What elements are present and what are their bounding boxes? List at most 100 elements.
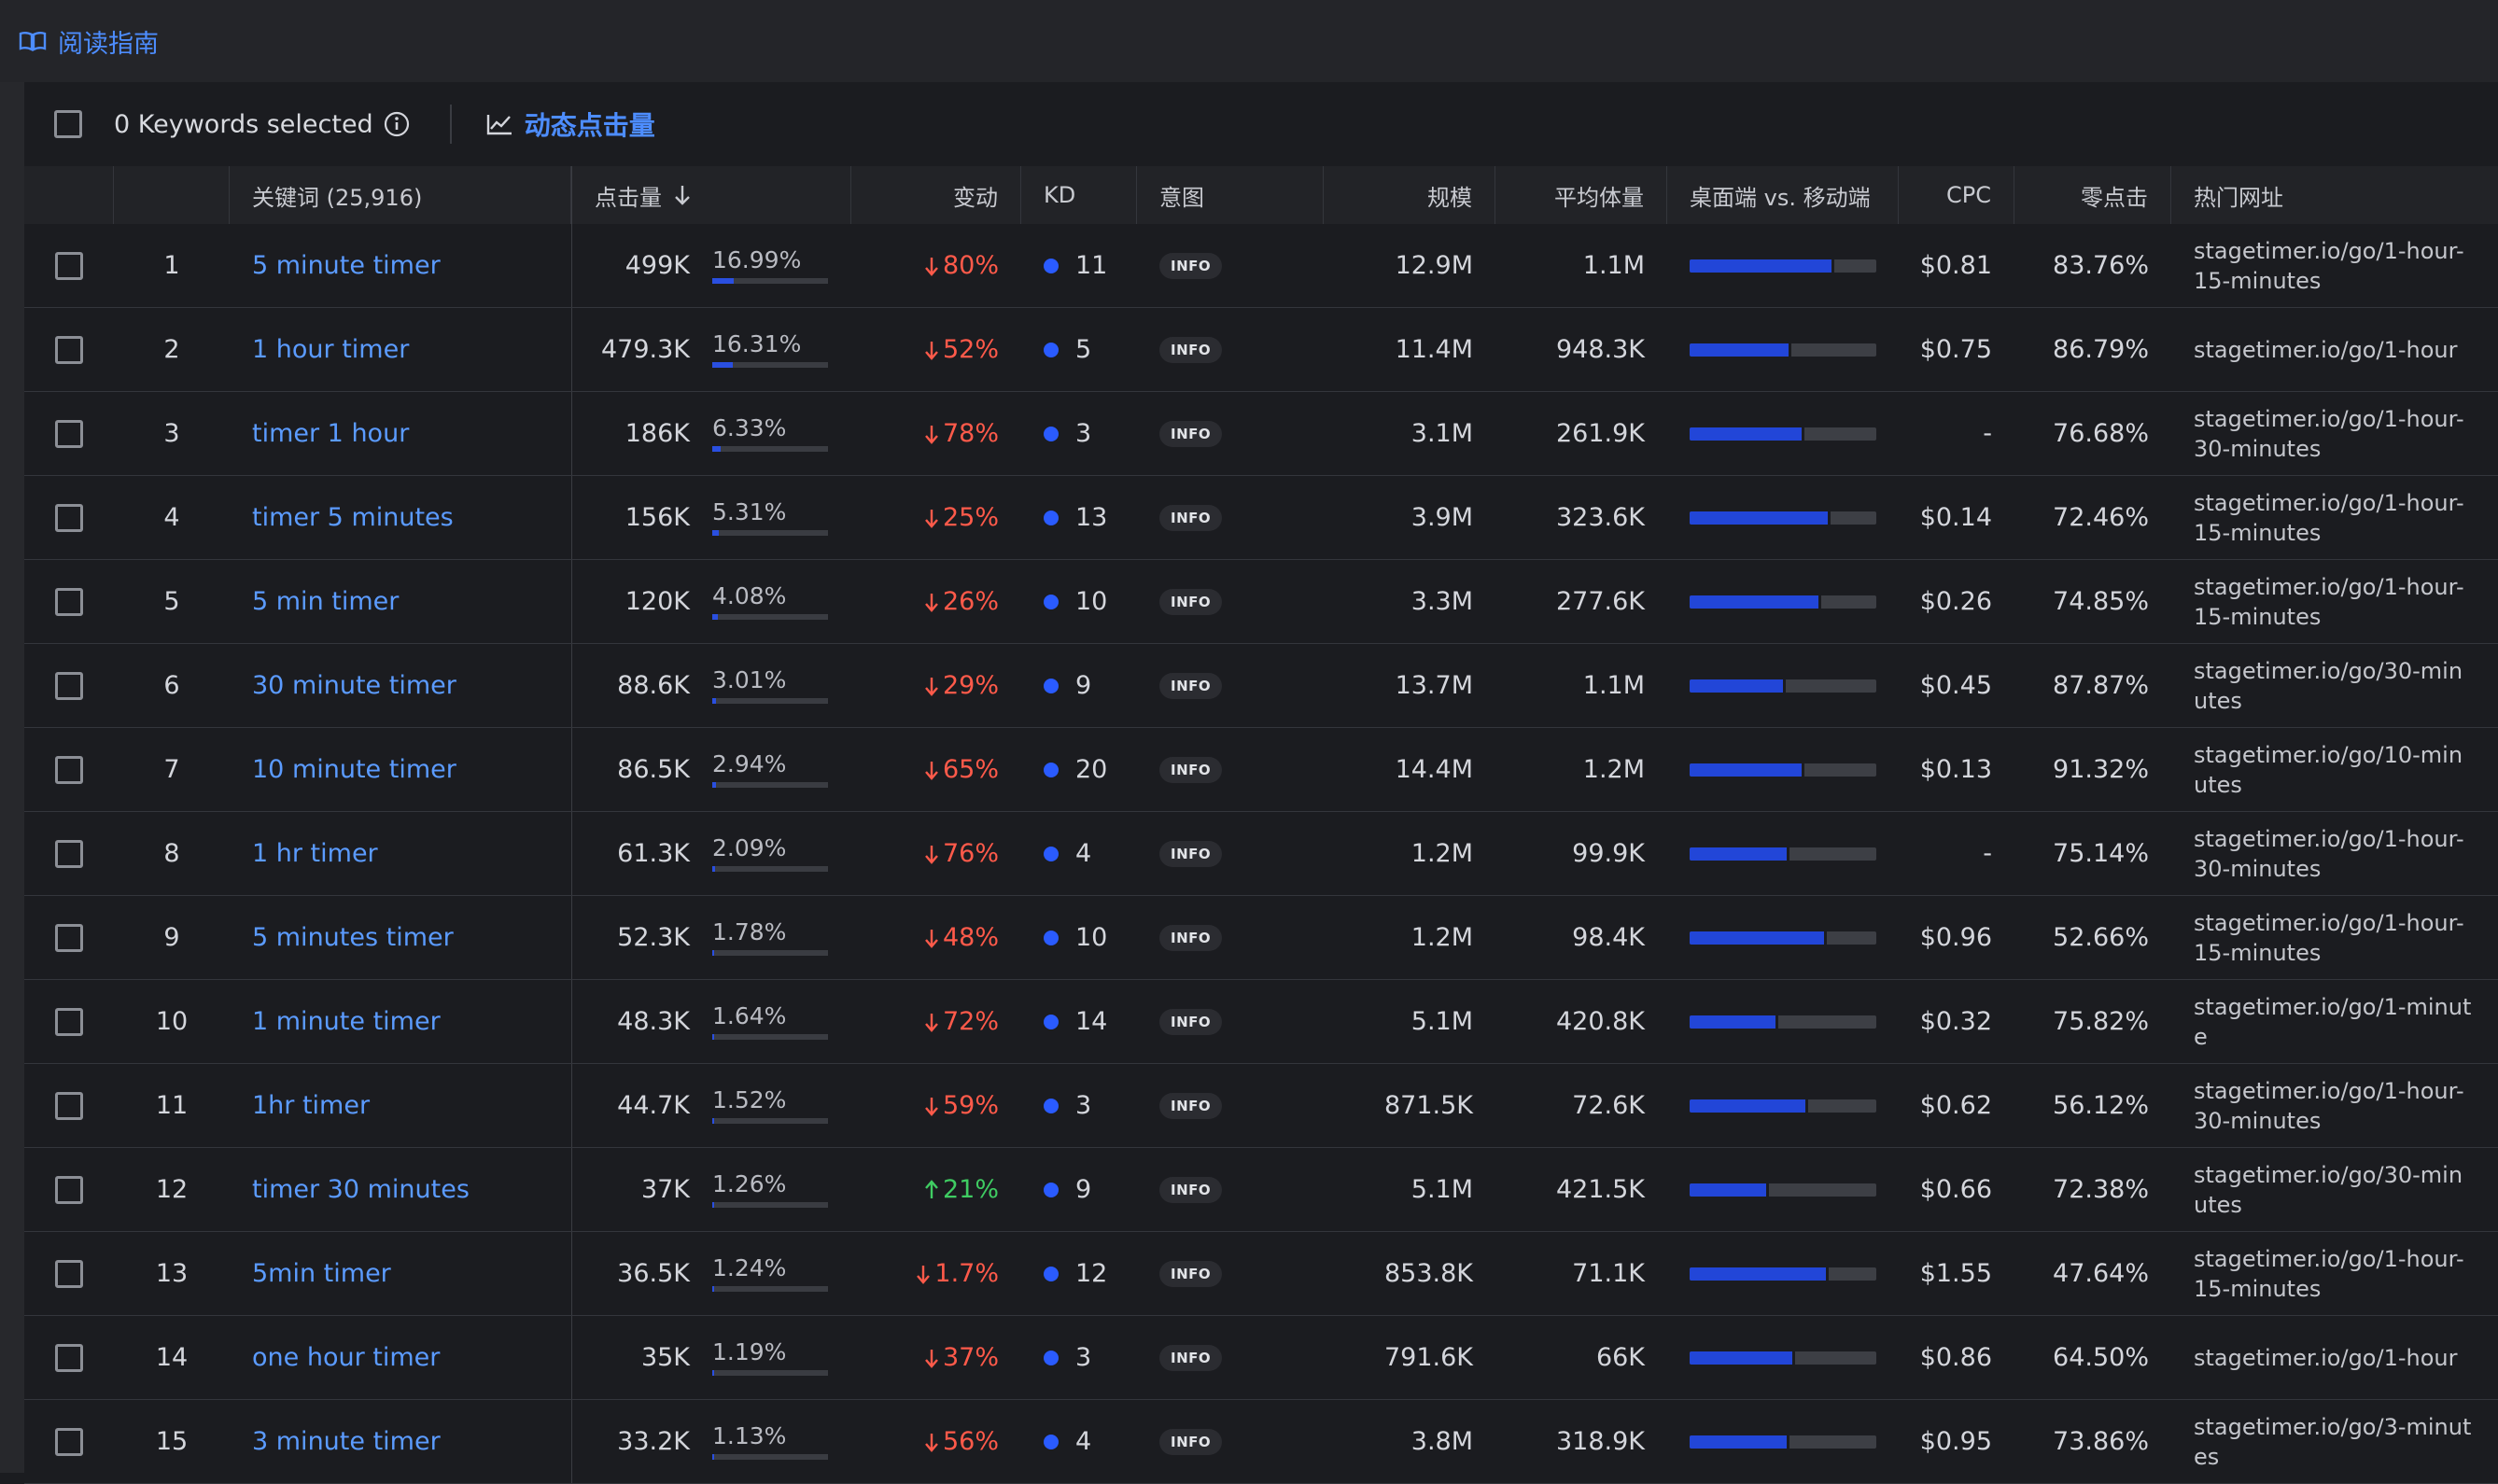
- row-checkbox[interactable]: [55, 1175, 83, 1204]
- keyword-link[interactable]: 30 minute timer: [252, 671, 456, 700]
- header-clicks[interactable]: 点击量: [571, 166, 851, 224]
- top-url-link[interactable]: stagetimer.io/go/1-hour-15-minutes: [2194, 573, 2464, 630]
- top-url-link[interactable]: stagetimer.io/go/1-hour-15-minutes: [2194, 1245, 2464, 1302]
- keyword-link[interactable]: 1 minute timer: [252, 1007, 441, 1036]
- change-percent: 56%: [942, 1427, 999, 1456]
- arrow-down-icon: [925, 425, 938, 444]
- kd-cell: 10: [1021, 896, 1137, 979]
- intent-cell: INFO: [1137, 224, 1324, 307]
- desktop-share-fill: [1690, 931, 1827, 945]
- clicks-value: 120K: [624, 587, 690, 616]
- intent-badge[interactable]: INFO: [1159, 1260, 1223, 1287]
- row-checkbox[interactable]: [55, 251, 83, 280]
- row-checkbox[interactable]: [55, 503, 83, 532]
- keyword-link[interactable]: one hour timer: [252, 1343, 441, 1372]
- clicks-value: 186K: [624, 419, 690, 448]
- intent-badge[interactable]: INFO: [1159, 588, 1223, 615]
- desktop-share-fill: [1690, 1099, 1808, 1113]
- sort-desc-icon[interactable]: [673, 183, 692, 207]
- intent-cell: INFO: [1137, 1064, 1324, 1147]
- clicks-cell: 479.3K 16.31%: [571, 308, 851, 391]
- intent-badge[interactable]: INFO: [1159, 420, 1223, 447]
- top-url-link[interactable]: stagetimer.io/go/1-hour-15-minutes: [2194, 489, 2464, 546]
- row-checkbox[interactable]: [55, 923, 83, 952]
- intent-badge[interactable]: INFO: [1159, 336, 1223, 363]
- table-row: 4 timer 5 minutes 156K 5.31% 25% 13 INFO…: [24, 476, 2498, 560]
- avg-volume-value: 1.1M: [1582, 671, 1645, 700]
- intent-badge[interactable]: INFO: [1159, 252, 1223, 279]
- cpc-value: $0.81: [1919, 251, 1992, 280]
- header-cpc[interactable]: CPC: [1899, 166, 2014, 224]
- row-checkbox[interactable]: [55, 1259, 83, 1288]
- intent-badge[interactable]: INFO: [1159, 840, 1223, 867]
- top-url-link[interactable]: stagetimer.io/go/1-hour: [2194, 336, 2458, 363]
- keyword-link[interactable]: timer 30 minutes: [252, 1175, 470, 1204]
- clicks-cell: 48.3K 1.64%: [571, 980, 851, 1063]
- row-checkbox[interactable]: [55, 671, 83, 700]
- row-checkbox[interactable]: [55, 1091, 83, 1120]
- top-url-link[interactable]: stagetimer.io/go/1-hour-15-minutes: [2194, 237, 2464, 294]
- top-url-link[interactable]: stagetimer.io/go/30-minutes: [2194, 657, 2463, 714]
- row-checkbox[interactable]: [55, 587, 83, 616]
- intent-badge[interactable]: INFO: [1159, 1428, 1223, 1455]
- header-top-url[interactable]: 热门网址: [2171, 166, 2498, 224]
- header-change[interactable]: 变动: [851, 166, 1021, 224]
- intent-badge[interactable]: INFO: [1159, 1344, 1223, 1371]
- avg-volume-value: 72.6K: [1572, 1091, 1645, 1120]
- reading-guide-link[interactable]: 阅读指南: [19, 23, 159, 60]
- kd-dot: [1044, 594, 1059, 609]
- dynamic-clicks-button[interactable]: 动态点击量: [485, 105, 655, 143]
- keyword-link[interactable]: 10 minute timer: [252, 755, 456, 784]
- row-checkbox[interactable]: [55, 1007, 83, 1036]
- info-icon[interactable]: [383, 110, 411, 138]
- top-url-link[interactable]: stagetimer.io/go/1-hour-15-minutes: [2194, 909, 2464, 966]
- intent-badge[interactable]: INFO: [1159, 1008, 1223, 1035]
- header-desktop-mobile-label: 桌面端 vs. 移动端: [1690, 184, 1871, 211]
- keyword-link[interactable]: 1 hr timer: [252, 839, 378, 868]
- keyword-link[interactable]: 3 minute timer: [252, 1427, 441, 1456]
- row-checkbox[interactable]: [55, 419, 83, 448]
- avg-volume-value: 1.1M: [1582, 251, 1645, 280]
- top-url-link[interactable]: stagetimer.io/go/1-hour-30-minutes: [2194, 405, 2464, 462]
- clicks-value: 156K: [624, 503, 690, 532]
- keyword-link[interactable]: 1 hour timer: [252, 335, 410, 364]
- header-desktop-mobile[interactable]: 桌面端 vs. 移动端: [1667, 166, 1899, 224]
- intent-badge[interactable]: INFO: [1159, 924, 1223, 951]
- clicks-value: 44.7K: [617, 1091, 690, 1120]
- header-volume[interactable]: 规模: [1324, 166, 1495, 224]
- top-url-link[interactable]: stagetimer.io/go/10-minutes: [2194, 741, 2463, 798]
- row-checkbox[interactable]: [55, 1343, 83, 1372]
- keyword-link[interactable]: 5min timer: [252, 1259, 391, 1288]
- select-all-checkbox[interactable]: [54, 110, 82, 138]
- intent-badge[interactable]: INFO: [1159, 672, 1223, 699]
- top-url-link[interactable]: stagetimer.io/go/1-minute: [2194, 993, 2472, 1050]
- header-avg-volume[interactable]: 平均体量: [1495, 166, 1667, 224]
- keyword-link[interactable]: timer 5 minutes: [252, 503, 454, 532]
- top-url-link[interactable]: stagetimer.io/go/1-hour: [2194, 1344, 2458, 1371]
- table-row: 1 5 minute timer 499K 16.99% 80% 11 INFO…: [24, 224, 2498, 308]
- row-checkbox[interactable]: [55, 1427, 83, 1456]
- header-keyword[interactable]: 关键词 (25,916): [230, 166, 571, 224]
- arrow-down-icon: [925, 677, 938, 696]
- row-checkbox-cell: [24, 1148, 114, 1231]
- keyword-link[interactable]: 1hr timer: [252, 1091, 371, 1120]
- row-checkbox[interactable]: [55, 335, 83, 364]
- top-url-link[interactable]: stagetimer.io/go/3-minutes: [2194, 1413, 2472, 1470]
- top-url-link[interactable]: stagetimer.io/go/30-minutes: [2194, 1161, 2463, 1218]
- keyword-link[interactable]: 5 minutes timer: [252, 923, 454, 952]
- header-kd[interactable]: KD: [1021, 166, 1137, 224]
- top-url-link[interactable]: stagetimer.io/go/1-hour-30-minutes: [2194, 825, 2464, 882]
- header-zero-click[interactable]: 零点击: [2014, 166, 2171, 224]
- clicks-share-bar: [712, 614, 828, 620]
- top-url-link[interactable]: stagetimer.io/go/1-hour-30-minutes: [2194, 1077, 2464, 1134]
- keyword-link[interactable]: timer 1 hour: [252, 419, 410, 448]
- intent-badge[interactable]: INFO: [1159, 504, 1223, 531]
- keyword-link[interactable]: 5 min timer: [252, 587, 400, 616]
- intent-badge[interactable]: INFO: [1159, 1176, 1223, 1203]
- intent-badge[interactable]: INFO: [1159, 756, 1223, 783]
- header-intent[interactable]: 意图: [1137, 166, 1324, 224]
- row-checkbox[interactable]: [55, 755, 83, 784]
- intent-badge[interactable]: INFO: [1159, 1092, 1223, 1119]
- row-checkbox[interactable]: [55, 839, 83, 868]
- keyword-link[interactable]: 5 minute timer: [252, 251, 441, 280]
